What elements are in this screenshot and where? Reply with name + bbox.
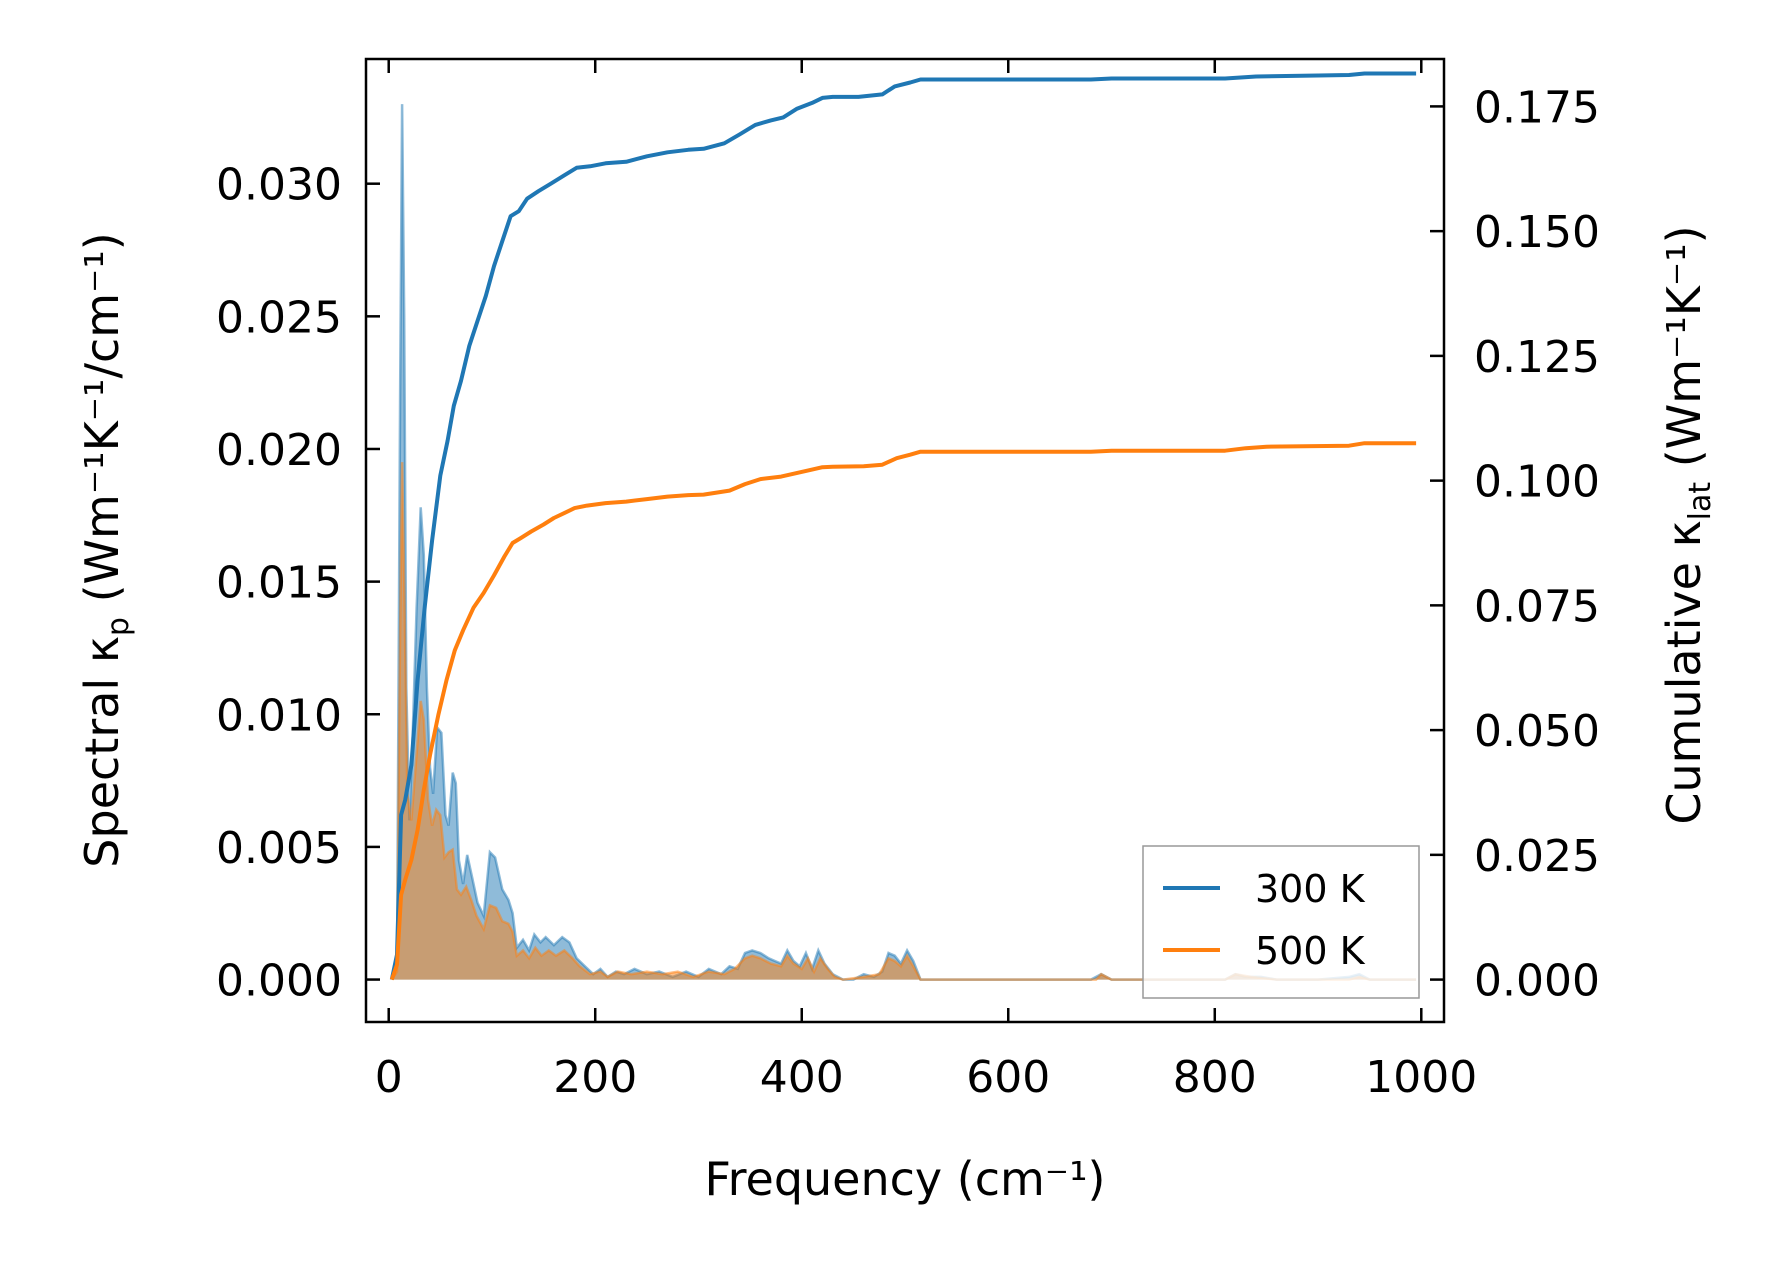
x-tick-label: 800 — [1173, 1052, 1257, 1103]
left-axis-title-post: (Wm⁻¹K⁻¹/cm⁻¹) — [75, 232, 129, 617]
legend-label-500k: 500 K — [1255, 929, 1366, 973]
y-right-tick-label: 0.050 — [1474, 706, 1600, 757]
left-axis-title-sub: p — [101, 617, 136, 636]
y-right-tick-label: 0.000 — [1474, 956, 1600, 1007]
right-axis-title-post: (Wm⁻¹K⁻¹) — [1657, 225, 1711, 481]
left-axis-title-pre: Spectral κ — [75, 636, 129, 868]
y-left-tick-label: 0.030 — [216, 160, 342, 211]
legend: 300 K 500 K — [1142, 845, 1420, 999]
spectral-area-0 — [391, 104, 1417, 980]
right-axis-title-pre: Cumulative κ — [1657, 520, 1711, 824]
y-right-tick-label: 0.175 — [1474, 82, 1600, 133]
cumulative-line-0 — [389, 71, 1417, 981]
cumulative-line-1 — [389, 441, 1417, 981]
axis-ticks: 0 200 400 600 800 1000 0.000 0.005 0.010 0.015 0.0… — [216, 59, 1600, 1103]
y-right-tick-label: 0.125 — [1474, 332, 1600, 383]
spectral-line-1 — [390, 462, 1417, 981]
y-left-tick-label: 0.020 — [216, 425, 342, 476]
x-tick-label: 600 — [966, 1052, 1050, 1103]
x-axis-title: Frequency (cm⁻¹) — [705, 1152, 1106, 1206]
y-left-tick-label: 0.015 — [216, 558, 342, 609]
y-left-tick-label: 0.025 — [216, 292, 342, 343]
spectral-area-1 — [391, 462, 1417, 980]
left-axis-title-group: Spectral κp (Wm⁻¹K⁻¹/cm⁻¹) — [75, 232, 136, 867]
right-axis-title-sub: lat — [1683, 482, 1718, 521]
x-tick-label: 200 — [553, 1052, 637, 1103]
x-tick-label: 0 — [375, 1052, 403, 1103]
plot-area — [389, 71, 1417, 981]
y-left-tick-label: 0.010 — [216, 690, 342, 741]
y-right-tick-label: 0.025 — [1474, 831, 1600, 882]
y-left-tick-label: 0.005 — [216, 823, 342, 874]
legend-box — [1142, 845, 1420, 999]
x-tick-label: 1000 — [1365, 1052, 1477, 1103]
y-right-tick-label: 0.100 — [1474, 457, 1600, 508]
x-tick-label: 400 — [760, 1052, 844, 1103]
y-right-tick-label: 0.075 — [1474, 581, 1600, 632]
left-axis-title: Spectral κp (Wm⁻¹K⁻¹/cm⁻¹) — [75, 232, 136, 867]
plot-frame — [364, 57, 1446, 1024]
y-left-tick-label: 0.000 — [216, 956, 342, 1007]
right-axis-title-group: Cumulative κlat (Wm⁻¹K⁻¹) — [1657, 225, 1718, 824]
right-axis-title: Cumulative κlat (Wm⁻¹K⁻¹) — [1657, 225, 1718, 824]
y-right-tick-label: 0.150 — [1474, 207, 1600, 258]
legend-label-300k: 300 K — [1255, 867, 1366, 911]
